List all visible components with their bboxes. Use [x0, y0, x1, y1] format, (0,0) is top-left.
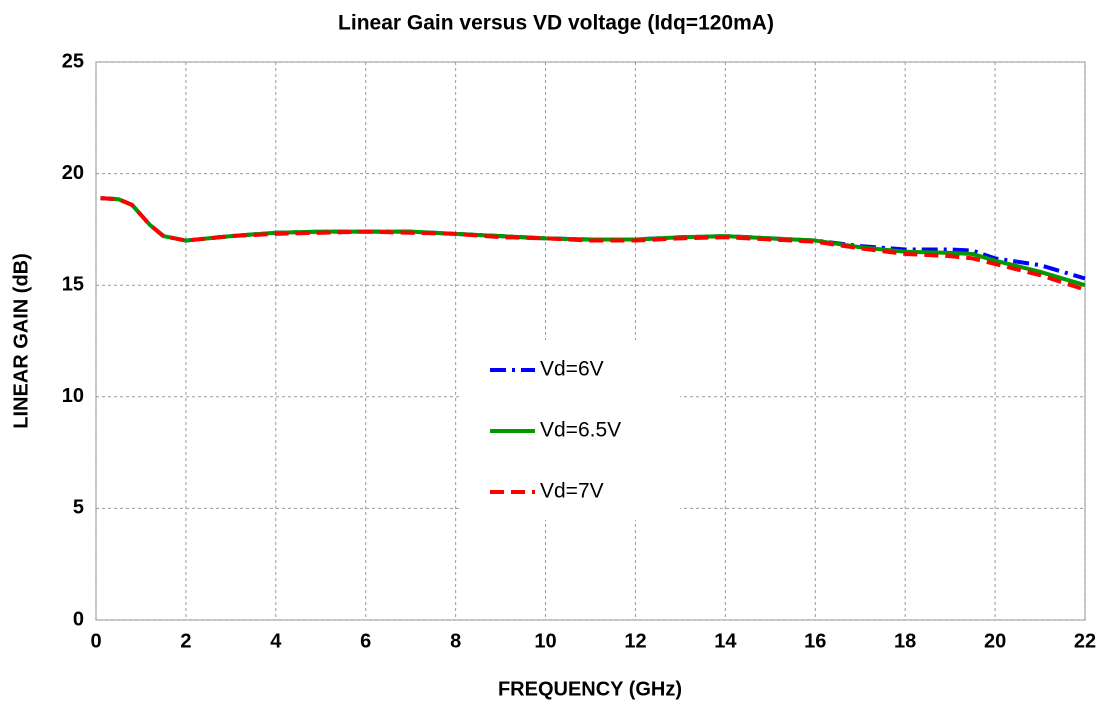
y-tick-label: 20 — [62, 162, 84, 184]
x-tick-label: 6 — [360, 630, 371, 652]
y-axis-label: LINEAR GAIN (dB) — [10, 253, 32, 429]
y-tick-label: 0 — [73, 608, 84, 630]
y-tick-label: 10 — [62, 385, 84, 407]
x-tick-label: 4 — [270, 630, 282, 652]
legend-label: Vd=6.5V — [540, 419, 621, 442]
x-axis-label: FREQUENCY (GHz) — [498, 678, 682, 700]
y-tick-label: 25 — [62, 50, 84, 72]
y-tick-label: 15 — [62, 273, 84, 295]
x-tick-label: 14 — [714, 630, 737, 652]
x-tick-label: 16 — [804, 630, 826, 652]
x-tick-label: 20 — [984, 630, 1006, 652]
x-tick-label: 0 — [90, 630, 101, 652]
x-tick-label: 8 — [450, 630, 461, 652]
legend-label: Vd=6V — [540, 358, 604, 381]
x-tick-label: 2 — [180, 630, 191, 652]
x-tick-label: 12 — [624, 630, 646, 652]
x-tick-label: 22 — [1074, 630, 1096, 652]
y-tick-label: 5 — [73, 497, 84, 519]
series-line — [100, 196, 1086, 292]
chart-title: Linear Gain versus VD voltage (Idq=120mA… — [338, 12, 774, 35]
x-tick-label: 18 — [894, 630, 916, 652]
x-tick-label: 10 — [534, 630, 556, 652]
legend-label: Vd=7V — [540, 480, 604, 503]
